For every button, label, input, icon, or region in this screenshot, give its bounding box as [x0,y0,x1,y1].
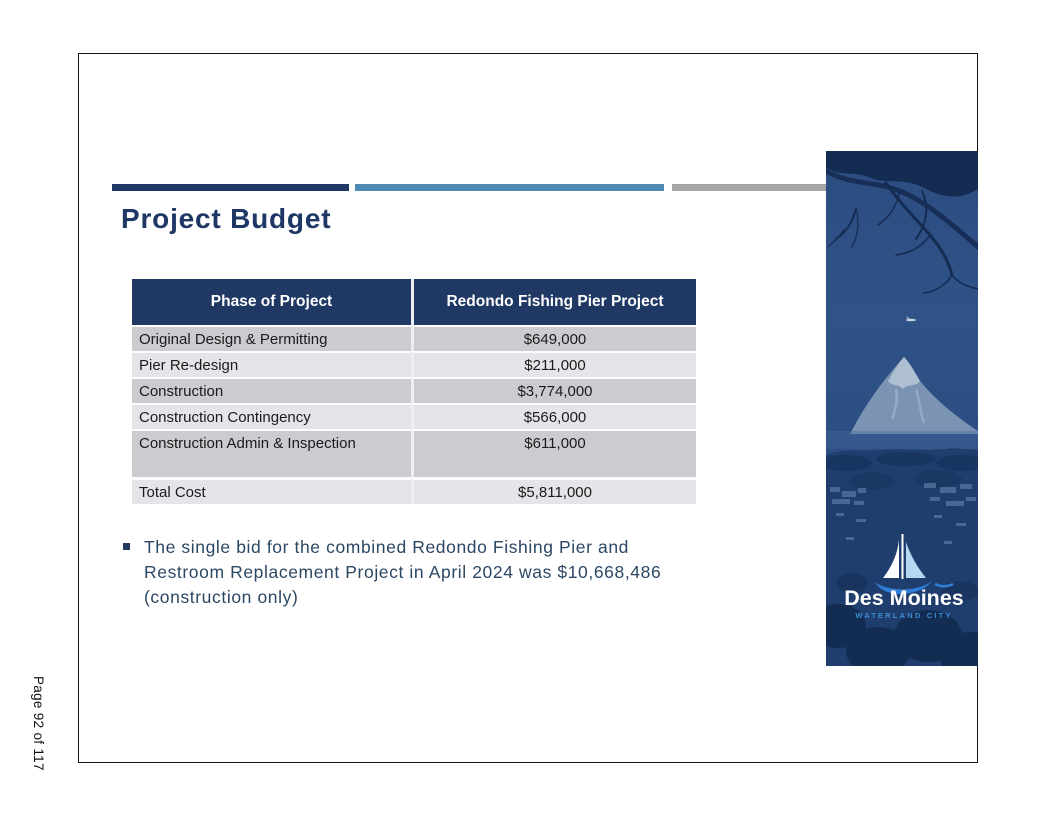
table-row: Pier Re-design $211,000 [132,351,696,377]
accent-bar-navy [112,184,349,191]
sailboat-icon [875,534,954,594]
table-header-phase: Phase of Project [132,279,411,325]
table-row-total: Total Cost $5,811,000 [132,477,696,504]
square-bullet-icon [123,543,130,550]
cell-amount: $611,000 [411,429,696,477]
cell-phase: Total Cost [132,477,411,504]
cell-amount: $3,774,000 [411,377,696,403]
slide-title: Project Budget [121,203,332,234]
cell-amount: $566,000 [411,403,696,429]
bullet-line: Restroom Replacement Project in April 20… [144,562,662,582]
slide: Project Budget Phase of Project Redondo … [78,53,978,763]
table-header-amount: Redondo Fishing Pier Project [411,279,696,325]
cell-phase: Construction Contingency [132,403,411,429]
cell-phase: Pier Re-design [132,351,411,377]
mount-rainier [850,357,978,434]
bullet-text: The single bid for the combined Redondo … [144,535,783,610]
cell-amount: $5,811,000 [411,477,696,504]
foliage [826,573,978,666]
accent-bar-gray [672,184,828,191]
table-row: Construction $3,774,000 [132,377,696,403]
cell-phase: Original Design & Permitting [132,325,411,351]
page-number: Page 92 of 117 [31,676,46,771]
cell-amount: $211,000 [411,351,696,377]
buildings [830,483,976,544]
tree-branches [826,151,978,294]
bullet-line: (construction only) [144,587,299,607]
table-header-row: Phase of Project Redondo Fishing Pier Pr… [132,279,696,325]
sidebar-photo: Des Moines WATERLAND CITY [826,151,978,666]
des-moines-logo: Des Moines WATERLAND CITY [844,534,964,620]
budget-table: Phase of Project Redondo Fishing Pier Pr… [132,279,696,504]
cell-phase: Construction [132,377,411,403]
cell-amount: $649,000 [411,325,696,351]
logo-subtitle: WATERLAND CITY [855,611,952,620]
bullet-item: The single bid for the combined Redondo … [123,535,783,610]
table-row: Construction Admin & Inspection $611,000 [132,429,696,477]
table-row: Original Design & Permitting $649,000 [132,325,696,351]
logo-title: Des Moines [844,586,964,610]
table-row: Construction Contingency $566,000 [132,403,696,429]
bullet-line: The single bid for the combined Redondo … [144,537,629,557]
cell-phase: Construction Admin & Inspection [132,429,411,477]
accent-bar-blue [355,184,664,191]
haze-band [826,431,978,449]
airplane-icon [906,316,916,322]
